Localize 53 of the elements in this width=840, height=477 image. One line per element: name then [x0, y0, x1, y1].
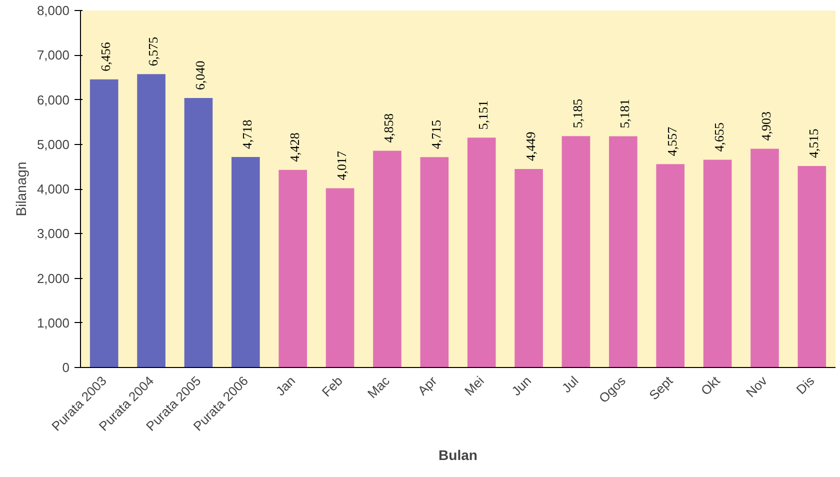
bar	[609, 136, 638, 368]
y-tick-label: 1,000	[36, 315, 70, 330]
bar	[137, 74, 166, 368]
data-label: 4,655	[712, 122, 727, 152]
x-tick-label: Nov	[743, 372, 770, 400]
y-tick-label: 3,000	[36, 226, 70, 242]
x-tick-label: Dis	[793, 372, 818, 398]
bar	[420, 157, 449, 368]
bar	[750, 148, 779, 368]
y-tick-label: 0	[62, 360, 70, 375]
data-label: 4,515	[806, 128, 821, 158]
x-tick-label: Mei	[461, 373, 487, 399]
x-tick-label: Apr	[414, 372, 440, 398]
bar	[656, 164, 684, 368]
data-label: 5,185	[570, 98, 585, 128]
y-axis-title: Bilanagn	[12, 162, 29, 216]
y-tick-label: 7,000	[36, 48, 70, 63]
bar	[232, 156, 260, 368]
y-tick-label: 5,000	[36, 136, 70, 152]
bar	[184, 98, 213, 368]
data-label: 5,181	[617, 99, 632, 128]
y-tick-label: 8,000	[36, 3, 70, 18]
data-label: 4,017	[334, 150, 350, 180]
data-label: 4,428	[286, 132, 302, 162]
data-label: 4,718	[240, 120, 255, 149]
x-tick-label: Jun	[508, 373, 534, 399]
x-axis-title: Bulan	[438, 447, 478, 464]
data-label: 4,858	[381, 113, 396, 143]
data-label: 4,449	[522, 132, 538, 161]
data-label: 4,715	[428, 120, 444, 150]
x-tick-label: Jul	[558, 373, 582, 396]
bar	[467, 138, 496, 368]
bar	[326, 188, 354, 368]
bar	[90, 79, 118, 368]
x-tick-label: Feb	[318, 373, 346, 400]
data-label: 6,040	[192, 60, 208, 90]
data-label: 6,575	[145, 36, 160, 66]
y-tick-label: 6,000	[36, 92, 70, 108]
y-tick-label: 4,000	[36, 182, 70, 196]
data-label: 6,456	[98, 42, 114, 72]
data-label: 5,151	[476, 100, 491, 130]
data-label: 4,903	[758, 111, 774, 141]
y-tick-label: 2,000	[36, 270, 70, 286]
bar	[703, 160, 732, 368]
bar	[798, 166, 826, 368]
x-tick-label: Jan	[272, 373, 298, 399]
x-tick-label: Okt	[698, 372, 724, 398]
bar	[562, 136, 590, 368]
bar	[278, 170, 307, 368]
data-label: 4,557	[664, 126, 680, 156]
bar	[373, 150, 402, 368]
bar	[514, 168, 543, 368]
x-tick-label: Mac	[364, 372, 393, 402]
